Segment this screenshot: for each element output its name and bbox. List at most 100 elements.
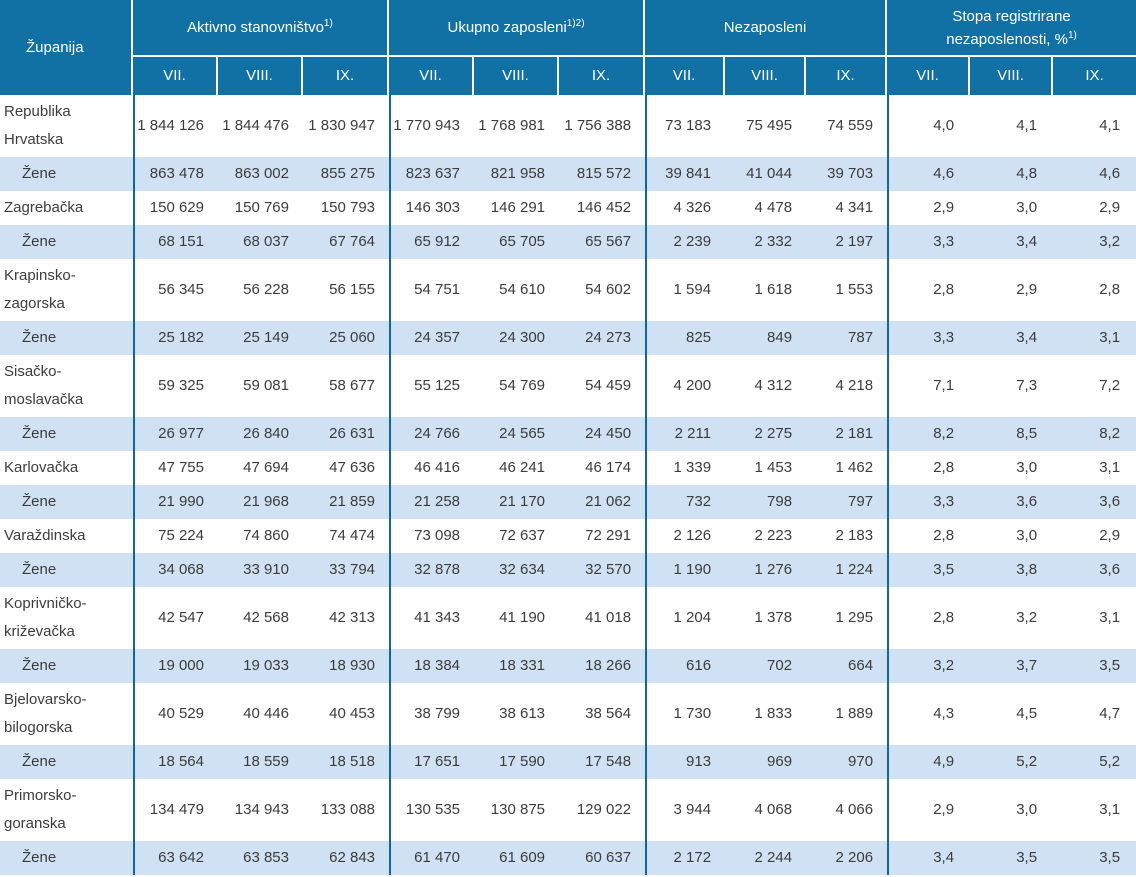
value-cell: 58 677: [329, 377, 376, 394]
value-cell: 8,5: [970, 417, 1054, 451]
table-row: Republika Hrvatska 1 844 126 1 844 476 1 83…: [0, 95, 1136, 157]
value-cell: 732: [645, 485, 726, 519]
value-cell: 2 172: [645, 841, 726, 875]
value-cell: 4 312: [754, 377, 793, 394]
row-label-county: Zagrebačka: [4, 199, 84, 216]
table-row: Krapinsko-zagorska 56 345 56 228 56 155 54 7…: [0, 259, 1136, 321]
value-cell: 129 022: [576, 801, 632, 818]
month-subheader-row: VII. VIII. IX. VII. VIII. IX. VII. VIII. IX. VII.…: [0, 57, 1136, 95]
row-label-zene: Žene: [0, 745, 133, 779]
value-cell: 3,5: [970, 841, 1054, 875]
value-cell: 1 844 476: [222, 117, 289, 134]
value-cell: 3,3: [887, 225, 971, 259]
value-cell: 1 462: [835, 459, 874, 476]
value-cell: 787: [806, 321, 888, 355]
value-cell: 24 565: [474, 417, 560, 451]
value-cell: 130 535: [389, 779, 474, 841]
group-label: Nezaposleni: [723, 19, 807, 36]
subheader-aktivno-stanovnistvo-vii: VII.: [133, 57, 218, 95]
value-cell: 47 636: [329, 459, 376, 476]
value-cell: 21 968: [218, 485, 303, 519]
value-cell: 863 478: [133, 157, 218, 191]
footnote-marker: 1): [323, 18, 333, 29]
subheader-stopa-registrirane-nezaposlenosti-viii: VIII.: [970, 57, 1054, 95]
value-cell: 41 190: [499, 609, 546, 626]
value-cell: 46 416: [389, 451, 474, 485]
value-cell: 46 174: [585, 459, 632, 476]
value-cell: 24 357: [389, 321, 475, 355]
value-cell: 150 769: [234, 199, 289, 216]
group-header-nezaposleni: Nezaposleni: [645, 0, 888, 57]
value-cell: 2,9: [1016, 281, 1038, 298]
value-cell: 146 291: [490, 199, 546, 216]
value-cell: 1 295: [835, 609, 874, 626]
value-cell: 3,2: [1016, 609, 1038, 626]
value-cell: 21 990: [133, 485, 218, 519]
value-cell: 25 060: [303, 321, 390, 355]
value-cell: 21 170: [474, 485, 560, 519]
value-cell: 1 339: [645, 451, 725, 485]
value-cell: 2,9: [887, 779, 970, 841]
value-cell: 5,2: [970, 745, 1054, 779]
value-cell: 702: [725, 649, 807, 683]
value-cell: 1 378: [754, 609, 793, 626]
value-cell: 2 126: [645, 519, 725, 553]
value-cell: 3,1: [1099, 459, 1121, 476]
table-row: Zagrebačka 150 629 150 769 150 793 146 303 14…: [0, 191, 1136, 225]
row-label-county: Karlovačka: [4, 459, 79, 476]
group-header-aktivno-stanovnistvo: Aktivno stanovništvo1): [133, 0, 390, 57]
value-cell: 2 223: [754, 527, 793, 544]
row-label-zene: Žene: [0, 485, 133, 519]
value-cell: 3,6: [1053, 485, 1136, 519]
value-cell: 55 125: [389, 355, 474, 417]
subheader-stopa-registrirane-nezaposlenosti-vii: VII.: [887, 57, 971, 95]
value-cell: 4,3: [887, 683, 970, 745]
value-cell: 59 081: [243, 377, 289, 394]
value-cell: 41 343: [389, 587, 474, 649]
subheader-ukupno-zaposleni-ix: IX.: [559, 57, 646, 95]
value-cell: 2,9: [887, 191, 970, 225]
row-label-zene: Žene: [0, 649, 133, 683]
value-cell: 4 200: [645, 355, 725, 417]
value-cell: 32 878: [389, 553, 475, 587]
table-row: Varaždinska 75 224 74 860 74 474 73 098 72 63…: [0, 519, 1136, 553]
value-cell: 3,5: [887, 553, 971, 587]
value-cell: 3,2: [887, 649, 971, 683]
value-cell: 3,4: [887, 841, 971, 875]
value-cell: 969: [725, 745, 807, 779]
value-cell: 60 637: [559, 841, 646, 875]
value-cell: 65 705: [474, 225, 560, 259]
value-cell: 970: [806, 745, 888, 779]
value-cell: 40 446: [243, 705, 289, 722]
value-cell: 2,8: [887, 587, 970, 649]
table-row: Koprivničko-križevačka 42 547 42 568 42 313…: [0, 587, 1136, 649]
value-cell: 2 181: [806, 417, 888, 451]
table-row: Bjelovarsko-bilogorska 40 529 40 446 40 453…: [0, 683, 1136, 745]
value-cell: 47 755: [133, 451, 218, 485]
value-cell: 18 559: [218, 745, 303, 779]
table-row: Žene 63 642 63 853 62 843 61 470 61 609 60 637…: [0, 841, 1136, 875]
value-cell: 1 453: [754, 459, 793, 476]
subheader-stopa-registrirane-nezaposlenosti-ix: IX.: [1053, 57, 1136, 95]
value-cell: 38 613: [499, 705, 546, 722]
value-cell: 21 062: [559, 485, 646, 519]
value-cell: 19 033: [218, 649, 303, 683]
value-cell: 8,2: [1053, 417, 1136, 451]
value-cell: 40 529: [133, 683, 218, 745]
value-cell: 1 756 388: [564, 117, 632, 134]
value-cell: 24 273: [559, 321, 646, 355]
value-cell: 59 325: [133, 355, 218, 417]
value-cell: 1 770 943: [389, 95, 474, 157]
value-cell: 4 341: [835, 199, 874, 216]
value-cell: 855 275: [303, 157, 390, 191]
value-cell: 2 244: [725, 841, 807, 875]
value-cell: 1 276: [725, 553, 807, 587]
value-cell: 1 830 947: [308, 117, 376, 134]
group-label: Ukupno zaposleni: [447, 19, 567, 36]
value-cell: 1 833: [754, 705, 793, 722]
value-cell: 2 197: [806, 225, 888, 259]
row-label-zene: Žene: [0, 225, 133, 259]
value-cell: 1 594: [645, 259, 725, 321]
value-cell: 56 345: [133, 259, 218, 321]
